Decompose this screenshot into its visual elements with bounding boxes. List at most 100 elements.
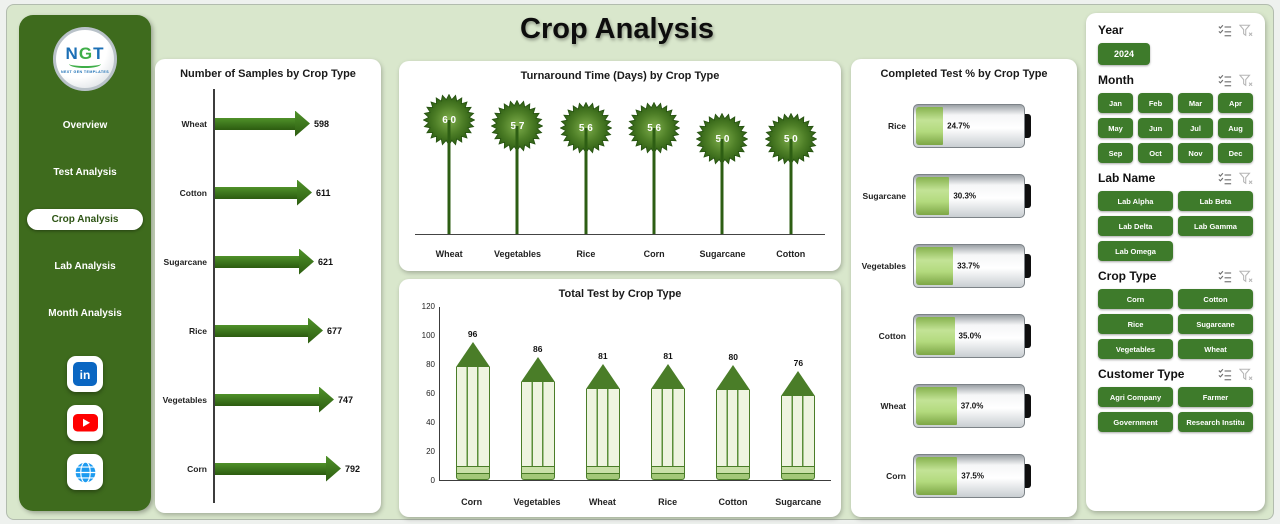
filter-title-crop-type: Crop Type [1098,269,1157,283]
sidebar-item-month-analysis[interactable]: Month Analysis [48,308,122,319]
clear-filter-icon[interactable] [1239,24,1253,37]
crop-option-cotton[interactable]: Cotton [1178,289,1253,309]
crop-option-vegetables[interactable]: Vegetables [1098,339,1173,359]
youtube-icon[interactable] [67,405,103,441]
filter-panel: Year 2024 Month Jan Feb Mar Apr May Jun … [1086,13,1265,511]
crop-option-wheat[interactable]: Wheat [1178,339,1253,359]
category-label: Rice [576,249,596,259]
website-globe-icon[interactable] [67,454,103,490]
tree-mark[interactable]: 5.7 [483,89,551,234]
battery-gauge[interactable]: 37.5% [913,454,1025,498]
pencil-mark[interactable]: 80 [716,352,751,480]
pencil-mark[interactable]: 76 [781,358,816,480]
filter-title-month: Month [1098,73,1134,87]
month-option-may[interactable]: May [1098,118,1133,138]
battery-row: Cotton 35.0% [859,301,1069,371]
sidebar-item-lab-analysis[interactable]: Lab Analysis [54,261,116,272]
filter-title-lab-name: Lab Name [1098,171,1156,185]
tree-mark[interactable]: 5.6 [620,89,688,234]
tree-stem [515,126,519,234]
lab-option-gamma[interactable]: Lab Gamma [1178,216,1253,236]
clear-filter-icon[interactable] [1239,270,1253,283]
multi-select-icon[interactable] [1218,368,1232,381]
month-option-feb[interactable]: Feb [1138,93,1173,113]
battery-gauge[interactable]: 35.0% [913,314,1025,358]
total-test-card: Total Test by Crop Type 120 100 80 60 40… [399,279,841,517]
customer-option-research-institutions[interactable]: Research Institu [1178,412,1253,432]
battery-row: Wheat 37.0% [859,371,1069,441]
sidebar-item-test-analysis[interactable]: Test Analysis [53,167,117,178]
category-label: Wheat [181,118,208,129]
arrow-bar[interactable] [215,455,341,482]
clear-filter-icon[interactable] [1239,368,1253,381]
multi-select-icon[interactable] [1218,74,1232,87]
month-option-jun[interactable]: Jun [1138,118,1173,138]
sidebar-item-overview[interactable]: Overview [62,120,108,131]
month-option-oct[interactable]: Oct [1138,143,1173,163]
tree-stem [447,120,451,234]
social-links: in [67,356,103,503]
tree-mark[interactable]: 6.0 [415,89,483,234]
tree-mark[interactable]: 5.6 [552,89,620,234]
month-option-jul[interactable]: Jul [1178,118,1213,138]
month-option-apr[interactable]: Apr [1218,93,1253,113]
customer-option-agri-company[interactable]: Agri Company [1098,387,1173,407]
month-option-sep[interactable]: Sep [1098,143,1133,163]
clear-filter-icon[interactable] [1239,172,1253,185]
month-option-mar[interactable]: Mar [1178,93,1213,113]
battery-gauge[interactable]: 30.3% [913,174,1025,218]
category-label: Cotton [776,249,806,259]
sidebar-item-crop-analysis[interactable]: Crop Analysis [27,209,143,230]
battery-cap [1025,184,1031,208]
page-title: Crop Analysis [520,13,714,45]
clear-filter-icon[interactable] [1239,74,1253,87]
month-option-jan[interactable]: Jan [1098,93,1133,113]
battery-gauge[interactable]: 33.7% [913,244,1025,288]
lab-option-delta[interactable]: Lab Delta [1098,216,1173,236]
total-test-chart-title: Total Test by Crop Type [558,288,682,300]
battery-gauge[interactable]: 37.0% [913,384,1025,428]
lab-option-alpha[interactable]: Lab Alpha [1098,191,1173,211]
arrow-bar[interactable] [215,110,310,137]
pencil-mark[interactable]: 96 [455,329,490,480]
month-option-dec[interactable]: Dec [1218,143,1253,163]
multi-select-icon[interactable] [1218,270,1232,283]
bar-value: 611 [316,187,331,198]
year-option-2024[interactable]: 2024 [1098,43,1150,65]
pencil-mark[interactable]: 81 [585,351,620,480]
crop-option-corn[interactable]: Corn [1098,289,1173,309]
arrow-bar[interactable] [215,386,334,413]
pencil-mark[interactable]: 81 [651,351,686,480]
bar-value: 80 [728,352,738,362]
month-option-nov[interactable]: Nov [1178,143,1213,163]
customer-option-government[interactable]: Government [1098,412,1173,432]
battery-cap [1025,394,1031,418]
battery-row: Corn 37.5% [859,441,1069,511]
logo-swoosh [69,60,101,68]
logo-text: NGT [65,43,105,63]
bar-value: 81 [598,351,608,361]
tree-mark[interactable]: 5.0 [688,89,756,234]
crop-option-sugarcane[interactable]: Sugarcane [1178,314,1253,334]
pencil-mark[interactable]: 86 [520,344,555,480]
multi-select-icon[interactable] [1218,24,1232,37]
linkedin-icon[interactable]: in [67,356,103,392]
lab-option-beta[interactable]: Lab Beta [1178,191,1253,211]
lab-option-omega[interactable]: Lab Omega [1098,241,1173,261]
crop-option-rice[interactable]: Rice [1098,314,1173,334]
battery-cap [1025,114,1031,138]
battery-gauge[interactable]: 24.7% [913,104,1025,148]
total-test-chart: 96 86 81 81 80 76 [439,307,831,481]
tree-mark[interactable]: 5.0 [757,89,825,234]
tree-stem [720,139,724,234]
arrow-bar[interactable] [215,248,314,275]
turnaround-x-labels: Wheat Vegetables Rice Corn Sugarcane Cot… [415,249,825,259]
arrow-bar[interactable] [215,317,323,344]
multi-select-icon[interactable] [1218,172,1232,185]
category-label: Vegetables [493,249,541,259]
turnaround-chart: 6.0 5.7 5.6 5.6 5.0 5.0 [415,89,825,235]
arrow-bar[interactable] [215,179,312,206]
month-option-aug[interactable]: Aug [1218,118,1253,138]
category-label: Sugarcane [862,191,906,201]
customer-option-farmer[interactable]: Farmer [1178,387,1253,407]
